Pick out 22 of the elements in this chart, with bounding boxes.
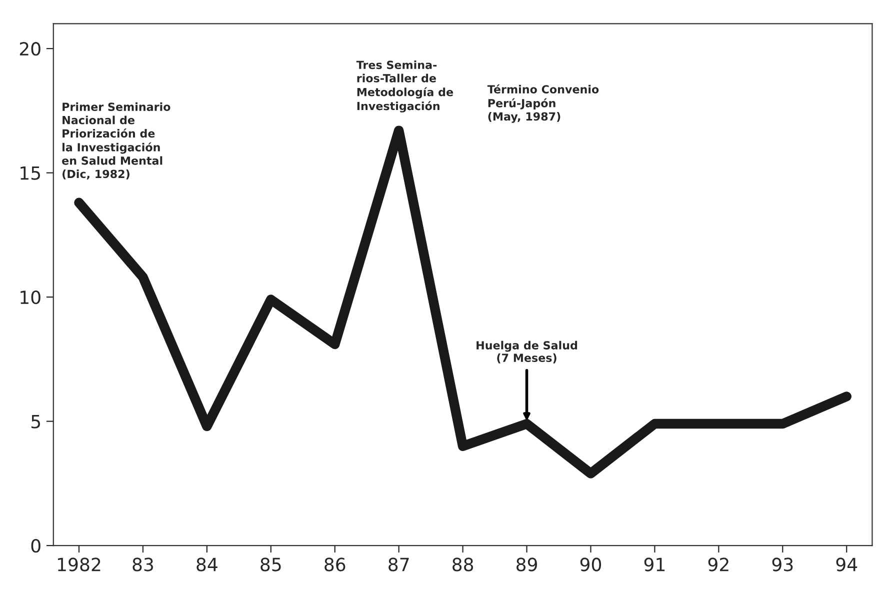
x-tick-label: 85 <box>260 558 281 572</box>
x-tick-label: 1982 <box>58 558 100 572</box>
x-tick-label: 93 <box>772 558 793 572</box>
x-tick-label: 88 <box>452 558 474 572</box>
x-tick-label: 89 <box>516 558 537 572</box>
y-tick-label: 20 <box>20 42 40 56</box>
x-tick-label: 87 <box>388 558 409 572</box>
annotation: Término Convenio Perú-Japón (May, 1987) <box>487 84 599 123</box>
annotation: Tres Semina- rios-Taller de Metodología de Investigación <box>356 60 454 112</box>
x-tick-label: 83 <box>132 558 153 572</box>
y-tick-label: 10 <box>20 290 40 304</box>
annotation: Huelga de Salud (7 Meses) <box>476 340 578 364</box>
annotation: Primer Seminario Nacional de Priorización de la Investigación en Salud Mental (Dic, 1982) <box>62 102 170 180</box>
y-tick-label: 0 <box>31 539 40 553</box>
y-tick-label: 5 <box>32 415 40 428</box>
y-tick-label: 15 <box>20 166 40 180</box>
x-tick-label: 90 <box>580 558 602 572</box>
x-tick-label: 86 <box>324 558 346 572</box>
x-tick-label: 91 <box>644 558 665 572</box>
x-tick-label: 84 <box>196 558 218 572</box>
x-tick-label: 92 <box>708 558 728 572</box>
x-tick-label: 94 <box>836 558 858 572</box>
